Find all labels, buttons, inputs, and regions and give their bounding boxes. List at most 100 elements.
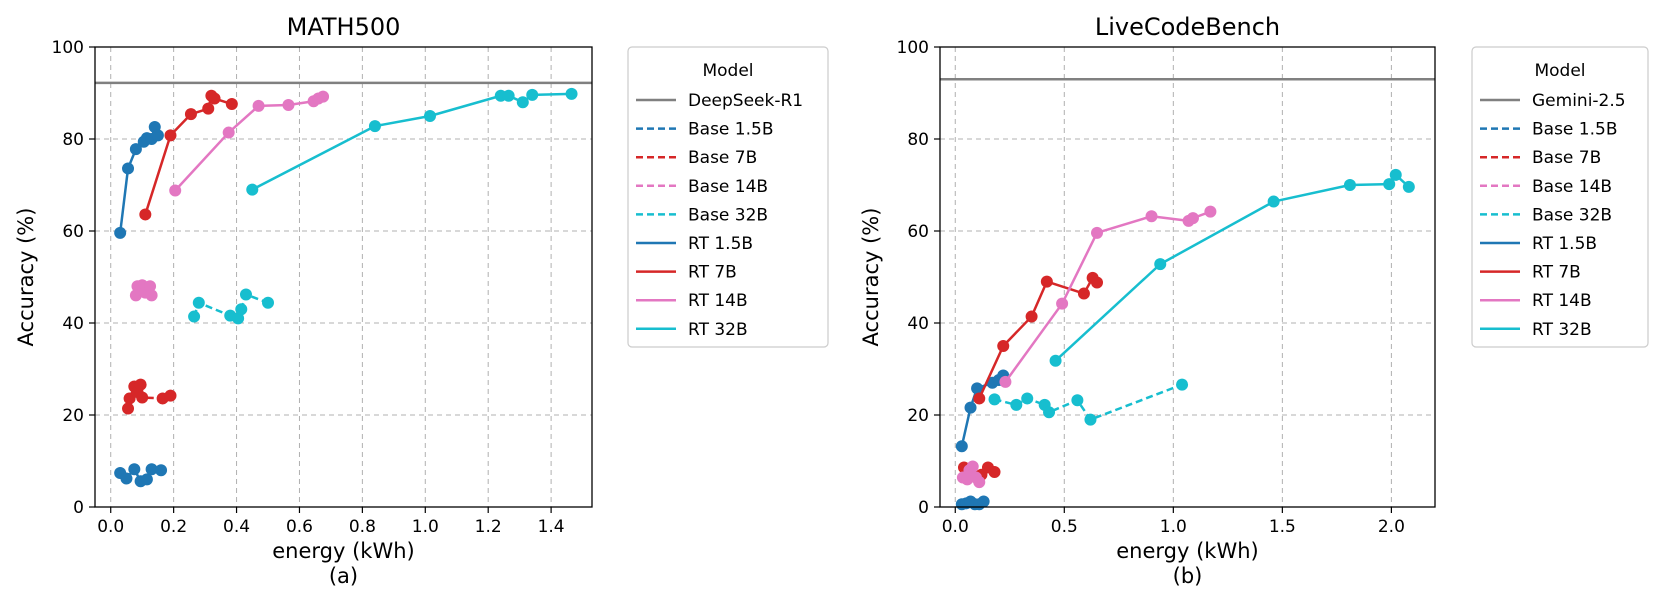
- x-tick-label: 1.4: [538, 517, 565, 537]
- x-tick-label: 1.0: [412, 517, 439, 537]
- data-point: [1389, 168, 1402, 181]
- data-point: [526, 88, 539, 101]
- data-point: [502, 89, 515, 102]
- y-tick-label: 40: [907, 314, 929, 334]
- data-point: [977, 495, 990, 508]
- data-point: [1040, 275, 1053, 288]
- data-point: [1091, 226, 1104, 239]
- data-point: [114, 226, 127, 239]
- legend-label: RT 14B: [1532, 291, 1592, 311]
- data-point: [973, 392, 986, 405]
- data-point: [1343, 179, 1356, 191]
- y-tick-label: 100: [52, 38, 84, 58]
- panel-caption: (b): [1173, 564, 1203, 588]
- data-point: [1084, 413, 1097, 426]
- data-point: [999, 375, 1012, 388]
- data-point: [128, 463, 141, 476]
- legend-label: RT 32B: [688, 320, 748, 340]
- data-point: [282, 98, 295, 111]
- x-tick-label: 0.8: [349, 517, 376, 537]
- data-point: [1025, 310, 1038, 323]
- data-point: [235, 303, 248, 316]
- series-line: [174, 95, 324, 192]
- axes-frame: [94, 46, 593, 508]
- data-point: [368, 120, 381, 133]
- data-point: [129, 143, 142, 156]
- x-tick-label: 1.0: [1160, 517, 1187, 537]
- legend-title: Model: [702, 61, 753, 81]
- legend-label: Base 32B: [1532, 205, 1612, 225]
- legend: Model Gemini-2.5 Base 1.5B Base 7B Base 14B B…: [1471, 46, 1649, 348]
- data-point: [122, 402, 135, 415]
- y-tick-label: 20: [907, 406, 929, 426]
- data-point: [317, 90, 330, 103]
- y-tick-label: 80: [62, 130, 84, 150]
- data-point: [144, 280, 157, 293]
- data-point: [1176, 378, 1189, 391]
- data-point: [188, 310, 201, 323]
- legend-label: Base 7B: [1532, 148, 1601, 168]
- axes-frame: [939, 46, 1436, 508]
- x-tick-label: 0.0: [97, 517, 124, 537]
- data-point: [252, 99, 265, 112]
- data-point: [140, 473, 153, 486]
- data-point: [155, 464, 168, 477]
- series-base-14b: [956, 460, 986, 489]
- series-base-1-5b: [114, 463, 168, 488]
- data-point: [964, 401, 977, 414]
- data-point: [971, 382, 984, 395]
- chart-title: MATH500: [287, 13, 401, 41]
- legend-label: DeepSeek-R1: [688, 91, 803, 111]
- data-point: [134, 378, 147, 391]
- data-point: [1021, 392, 1034, 405]
- data-point: [1186, 212, 1199, 225]
- y-tick-label: 40: [62, 314, 84, 334]
- data-point: [208, 92, 221, 105]
- data-point: [1402, 180, 1415, 193]
- y-tick-label: 20: [62, 406, 84, 426]
- data-point: [1204, 205, 1217, 218]
- data-point: [988, 393, 1001, 406]
- data-point: [122, 162, 135, 175]
- data-point: [192, 296, 205, 309]
- data-point: [222, 126, 235, 139]
- series-base-1-5b: [955, 495, 990, 511]
- series-base-14b: [129, 279, 158, 302]
- x-tick-label: 0.5: [1051, 517, 1078, 537]
- legend-box: [627, 46, 829, 348]
- series-base-32b: [188, 288, 275, 325]
- data-point: [164, 389, 177, 402]
- x-axis-label: energy (kWh): [272, 539, 414, 563]
- data-point: [1077, 287, 1090, 300]
- legend-label: Base 14B: [688, 177, 768, 197]
- data-point: [988, 466, 1001, 479]
- y-tick-label: 0: [73, 498, 84, 518]
- x-tick-label: 0.2: [160, 517, 187, 537]
- data-point: [120, 472, 133, 485]
- legend-label: Base 7B: [688, 148, 757, 168]
- data-point: [136, 391, 149, 404]
- data-point: [202, 102, 215, 115]
- legend-label: RT 7B: [688, 263, 737, 283]
- data-point: [151, 129, 164, 142]
- series-rt-32b: [1049, 168, 1415, 367]
- y-tick-label: 80: [907, 130, 929, 150]
- legend-label: RT 32B: [1532, 320, 1592, 340]
- legend-label: RT 1.5B: [1532, 234, 1597, 254]
- data-point: [1154, 258, 1167, 271]
- data-point: [246, 183, 259, 196]
- data-point: [565, 87, 578, 100]
- y-axis-label: Accuracy (%): [14, 208, 38, 347]
- panel-caption: (a): [329, 564, 358, 588]
- y-tick-label: 0: [918, 498, 929, 518]
- data-point: [262, 296, 275, 309]
- legend: Model DeepSeek-R1 Base 1.5B Base 7B Base 14B…: [627, 46, 829, 348]
- x-tick-label: 0.4: [223, 517, 250, 537]
- y-tick-label: 60: [907, 222, 929, 242]
- data-point: [239, 288, 252, 301]
- legend-label: Base 1.5B: [1532, 120, 1618, 140]
- data-point: [516, 96, 529, 109]
- legend-label: Base 32B: [688, 205, 768, 225]
- legend-label: RT 1.5B: [688, 234, 753, 254]
